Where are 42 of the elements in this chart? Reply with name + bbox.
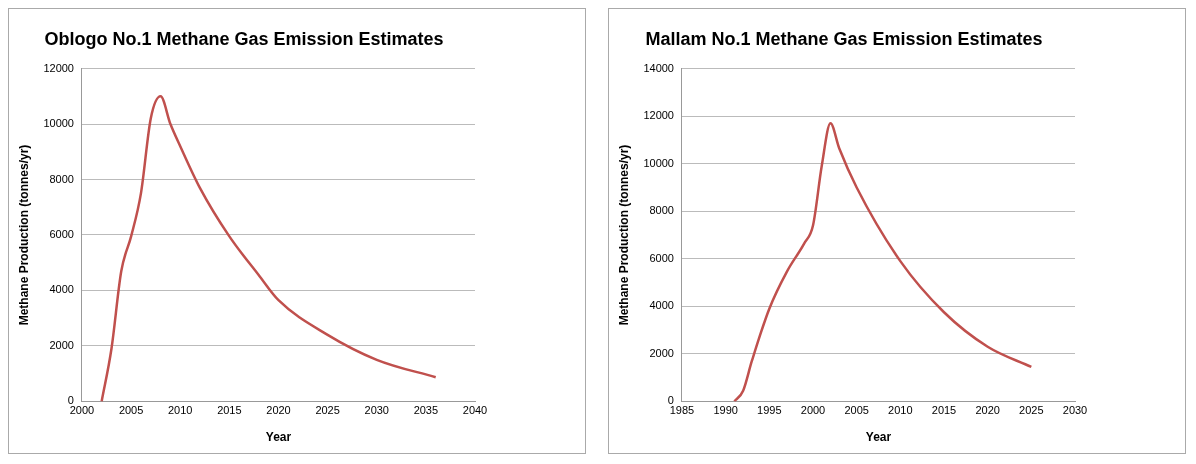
y-tick-label: 10000 (643, 156, 674, 169)
x-tick-label: 1995 (757, 404, 782, 417)
line-series (100, 95, 437, 402)
y-tick-label: 0 (67, 394, 74, 407)
y-axis-title: Methane Production (tonnes/yr) (16, 144, 31, 326)
x-tick-label: 2025 (315, 404, 340, 417)
y-tick-label: 10000 (43, 117, 74, 130)
x-tick-label: 2020 (975, 404, 1000, 417)
x-tick-label: 2000 (69, 404, 95, 417)
x-tick-label: 2025 (1019, 404, 1044, 417)
y-tick-label: 8000 (649, 204, 674, 217)
y-tick-label: 12000 (43, 61, 74, 74)
y-tick-label: 12000 (643, 109, 674, 122)
x-tick-label: 2005 (118, 404, 144, 417)
y-tick-label: 8000 (49, 172, 74, 185)
y-tick-label: 6000 (49, 228, 74, 241)
x-tick-label: 2005 (844, 404, 869, 417)
y-axis-title: Methane Production (tonnes/yr) (616, 144, 631, 326)
line-series (733, 122, 1033, 402)
x-axis-title: Year (265, 430, 292, 445)
x-tick-label: 2010 (888, 404, 913, 417)
y-tick-label: 6000 (649, 251, 674, 264)
x-tick-label: 2015 (931, 404, 957, 417)
x-tick-label: 2010 (168, 404, 193, 417)
y-tick-label: 0 (667, 394, 674, 407)
y-tick-label: 14000 (643, 61, 674, 74)
y-tick-label: 4000 (49, 283, 74, 296)
x-tick-label: 2020 (266, 404, 291, 417)
x-tick-label: 2000 (800, 404, 826, 417)
y-tick-label: 2000 (649, 346, 674, 359)
x-tick-label: 1990 (713, 404, 738, 417)
x-tick-label: 2030 (1062, 404, 1088, 417)
chart-title: Oblogo No.1 Methane Gas Emission Estimates (44, 28, 444, 49)
x-tick-label: 2015 (217, 404, 242, 417)
x-tick-label: 1985 (669, 404, 695, 417)
x-tick-label: 2030 (364, 404, 389, 417)
y-tick-label: 2000 (49, 338, 74, 351)
y-tick-label: 4000 (649, 299, 674, 312)
chart-title: Mallam No.1 Methane Gas Emission Estimates (645, 28, 1043, 49)
x-tick-label: 2040 (462, 404, 488, 417)
x-axis-title: Year (865, 430, 892, 445)
x-tick-label: 2035 (413, 404, 439, 417)
